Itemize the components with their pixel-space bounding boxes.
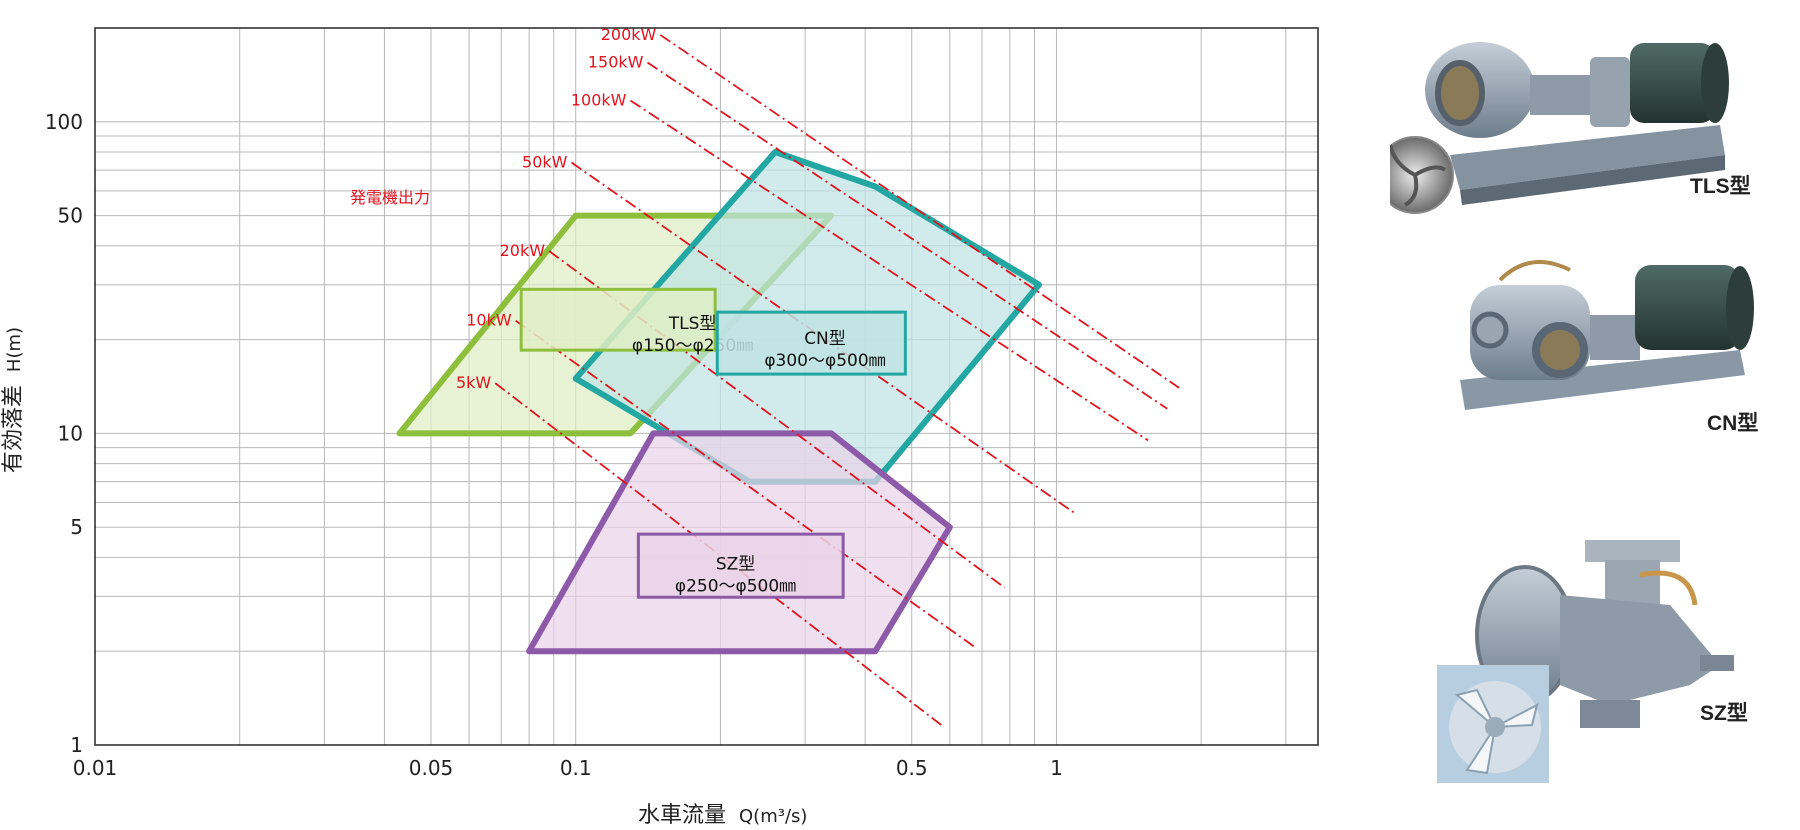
x-tick-label: 0.5 <box>896 756 928 780</box>
tls-pump-photo <box>1390 42 1729 214</box>
x-axis-label: 水車流量 <box>638 803 726 828</box>
sz-pump-photo <box>1475 540 1734 728</box>
power-line-label: 150kW <box>588 52 644 71</box>
y-axis-label: 有効落差 <box>1 385 26 473</box>
y-tick-label: 10 <box>58 421 83 445</box>
tick-labels: 0.01 0.05 0.1 0.5 1 1 5 10 50 100 <box>45 110 1063 780</box>
power-lines: 5kW 10kW 20kW 50kW 100kW 150kW 200kW <box>456 25 1180 727</box>
y-axis-unit: H(m) <box>4 327 25 372</box>
plot-frame <box>94 27 1319 746</box>
power-line-label: 20kW <box>500 241 546 260</box>
region-name: TLS型 <box>668 314 717 334</box>
power-header: 発電機出力 <box>350 188 430 207</box>
power-line <box>570 161 1077 516</box>
y-tick-label: 1 <box>70 733 83 757</box>
region-label-box <box>636 532 845 599</box>
sz-caption: SZ型 <box>1700 702 1748 725</box>
x-tick-label: 0.1 <box>560 756 592 780</box>
x-tick-label: 1 <box>1050 756 1063 780</box>
power-line-label: 50kW <box>522 153 568 172</box>
x-tick-label: 0.01 <box>73 756 118 780</box>
tls-caption: TLS型 <box>1690 175 1751 198</box>
power-line <box>659 34 1180 389</box>
y-axis-title: 有効落差 H(m) <box>1 327 26 473</box>
x-axis-unit: Q(m³/s) <box>739 806 807 827</box>
y-tick-label: 5 <box>70 515 83 539</box>
y-tick-label: 50 <box>58 204 83 228</box>
product-photos: TLS型 CN型 SZ型 <box>1345 0 1800 830</box>
x-axis-title: 水車流量 Q(m³/s) <box>638 803 807 828</box>
region-label-box <box>519 287 717 352</box>
power-line-label: 10kW <box>466 311 512 330</box>
power-line-label: 5kW <box>456 373 491 392</box>
region-desc: φ250〜φ500㎜ <box>675 577 796 597</box>
power-line <box>630 99 1149 442</box>
power-line <box>646 61 1168 410</box>
region-desc: φ300〜φ500㎜ <box>764 351 885 371</box>
y-tick-label: 100 <box>45 110 83 134</box>
region-label-box <box>715 310 907 376</box>
power-line-label: 200kW <box>601 25 657 44</box>
sz-impeller-photo <box>1437 665 1549 783</box>
x-tick-label: 0.05 <box>409 756 454 780</box>
power-line <box>515 319 977 649</box>
region-name: SZ型 <box>716 555 755 575</box>
cn-caption: CN型 <box>1707 412 1759 435</box>
region-name: CN型 <box>804 329 846 349</box>
cn-pump-photo <box>1460 260 1754 410</box>
power-line-label: 100kW <box>571 91 627 110</box>
